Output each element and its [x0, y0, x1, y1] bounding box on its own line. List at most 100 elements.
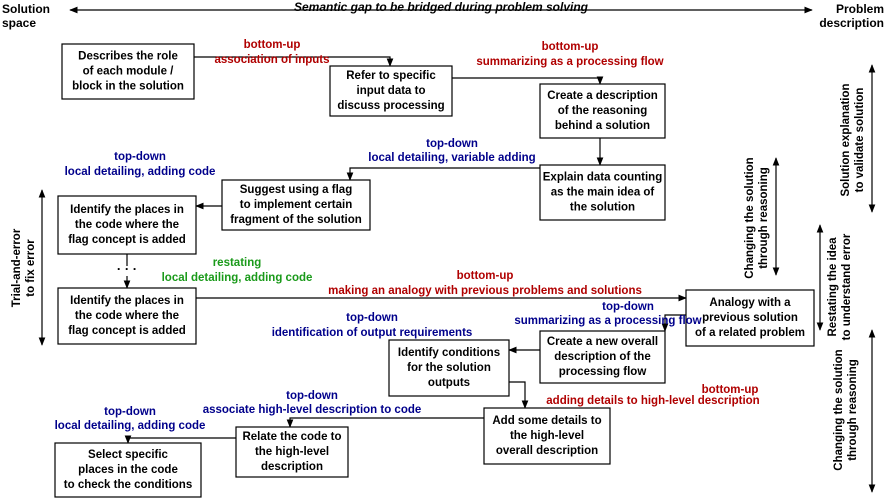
side-text: to understand error: [841, 233, 853, 340]
node-text: Select specific: [88, 449, 169, 461]
edge-direction: top-down: [286, 390, 338, 402]
header-right: Problem: [836, 2, 884, 16]
node: Refer to specific input data to discuss pr…: [329, 65, 453, 117]
edge: [124, 435, 236, 444]
edge-description: local detailing, variable adding: [368, 152, 535, 164]
side-label: Restating the idea to understand error: [827, 233, 853, 340]
node-text: previous solution: [702, 312, 798, 324]
node-box: [483, 407, 611, 465]
node: Suggest using a flag to implement certain…: [221, 179, 371, 231]
node-text: flag concept is added: [68, 325, 186, 337]
side-text: Changing the solution: [744, 157, 756, 278]
node-text: Relate the code to: [242, 431, 341, 443]
node-box: [221, 179, 371, 231]
edge: [452, 76, 604, 85]
node: Identify the places in the code where the…: [57, 195, 197, 255]
edge-direction: restating: [213, 257, 262, 269]
node-box: [54, 442, 202, 498]
side-text: Restating the idea: [827, 237, 839, 337]
node-text: outputs: [428, 377, 470, 389]
node-box: [57, 195, 197, 255]
edge-description: local detailing, adding code: [162, 272, 313, 284]
node-text: fragment of the solution: [230, 214, 362, 226]
edge-description: association of inputs: [214, 54, 329, 66]
edge: [661, 314, 686, 332]
side-label: Changing the solution through reasoning: [833, 349, 859, 470]
edge-description: identification of output requirements: [272, 327, 473, 339]
ellipsis: · · ·: [117, 261, 137, 276]
edge-label: top-down associate high-level description…: [203, 390, 422, 416]
node-text: block in the solution: [72, 81, 184, 93]
edge-label: top-down local detailing, adding code: [65, 151, 216, 178]
edge-direction: bottom-up: [702, 384, 759, 396]
node-text: description: [261, 461, 323, 473]
side-text: to fix error: [25, 239, 37, 297]
node: Explain data counting as the main idea of…: [539, 164, 666, 221]
node-text: behind a solution: [555, 120, 650, 132]
edge-description: summarizing as a processing flow: [514, 315, 701, 327]
node-text: to implement certain: [240, 199, 352, 211]
header-right: description: [819, 16, 884, 30]
node: Identify conditions for the solution outpu…: [388, 339, 510, 397]
node: Create a new overall description of the pr…: [539, 330, 666, 384]
node: Create a description of the reasoning behi…: [539, 83, 666, 139]
edge-label: top-down identification of output require…: [272, 312, 473, 339]
edge: [509, 381, 529, 409]
node-text: Add some details to: [492, 415, 601, 427]
node-text: Explain data counting: [543, 172, 662, 184]
node-text: to check the conditions: [64, 479, 192, 491]
node-box: [539, 83, 666, 139]
edge-direction: top-down: [346, 312, 398, 324]
side-text: Changing the solution: [833, 349, 845, 470]
edge: [194, 56, 394, 67]
edge-label: top-down local detailing, adding code: [55, 406, 206, 432]
node-text: Refer to specific: [346, 70, 436, 82]
header-left: space: [2, 16, 36, 30]
node-text: input data to: [357, 85, 426, 97]
node-text: of a related problem: [695, 327, 805, 339]
node-box: [57, 287, 197, 345]
node-box: [685, 289, 815, 347]
node-text: Create a description: [547, 90, 658, 102]
side-text: through reasoning: [847, 359, 859, 461]
edge-description: associate high-level description to code: [203, 404, 422, 416]
node-box: [539, 164, 666, 221]
side-label: Trial-and-error to fix error: [11, 228, 37, 307]
node-text: flag concept is added: [68, 234, 186, 246]
edge-direction: top-down: [602, 301, 654, 313]
arrows: · · ·: [38, 6, 876, 493]
node-box: [329, 65, 453, 117]
edge-direction: bottom-up: [457, 270, 514, 282]
node: Select specific places in the code to chec…: [54, 442, 202, 498]
node-text: Identify the places in: [70, 204, 184, 216]
node-text: places in the code: [78, 464, 178, 476]
edge-label: top-down summarizing as a processing flow: [514, 301, 701, 327]
side-text: through reasoning: [758, 167, 770, 269]
node: Identify the places in the code where the…: [57, 287, 197, 345]
node-text: the high-level: [510, 430, 584, 442]
node-box: [539, 330, 666, 384]
side-text: to validate solution: [854, 88, 866, 193]
edge-description: local detailing, adding code: [65, 166, 216, 178]
header-title: Semantic gap to be bridged during proble…: [294, 0, 589, 14]
edge-direction: top-down: [104, 406, 156, 418]
node-text: Suggest using a flag: [240, 184, 352, 196]
header-left: Solution: [2, 2, 50, 16]
edge-label: top-down local detailing, variable adding: [368, 138, 535, 164]
node: Relate the code to the high-level descript…: [235, 426, 349, 478]
node: Describes the role of each module / block …: [61, 43, 195, 100]
side-label: Changing the solution through reasoning: [744, 157, 770, 278]
edge-label: bottom-up making an analogy with previous…: [328, 270, 642, 297]
node-text: description of the: [554, 351, 650, 363]
node: Add some details to the high-level overall…: [483, 407, 611, 465]
node-text: the code where the: [75, 219, 179, 231]
node-text: Create a new overall: [547, 336, 658, 348]
node-box: [235, 426, 349, 478]
node-text: Identify the places in: [70, 295, 184, 307]
edge-description: summarizing as a processing flow: [476, 56, 663, 68]
edge-label: restating local detailing, adding code: [162, 257, 313, 284]
node-text: the code where the: [75, 310, 179, 322]
side-text: Trial-and-error: [11, 228, 23, 307]
